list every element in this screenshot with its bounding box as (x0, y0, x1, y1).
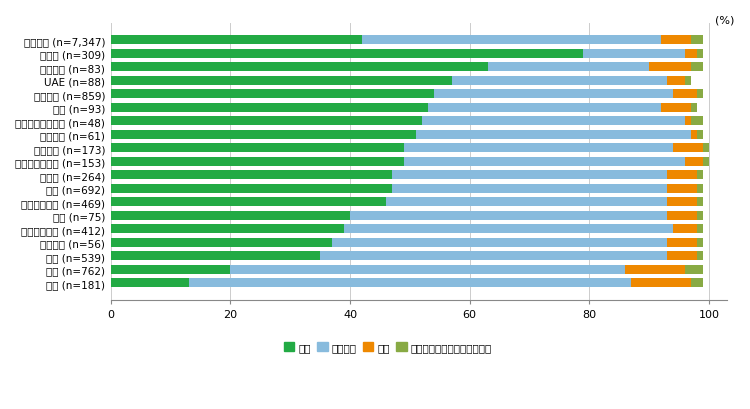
Bar (691, 130, 697, 139)
Bar (392, 184, 667, 193)
Bar (584, 50, 685, 58)
Bar (320, 252, 667, 261)
Bar (111, 211, 350, 220)
Bar (111, 117, 422, 126)
Bar (697, 252, 703, 261)
Bar (111, 130, 416, 139)
Bar (626, 265, 685, 274)
Bar (332, 238, 667, 247)
Bar (697, 130, 703, 139)
Bar (703, 144, 709, 153)
Bar (111, 171, 392, 180)
Bar (111, 63, 488, 72)
Bar (452, 76, 667, 85)
Bar (416, 130, 691, 139)
Bar (697, 90, 703, 99)
Legend: 拡大, 現状維持, 縮小, 第三国（地域）へ移転、撤退: 拡大, 現状維持, 縮小, 第三国（地域）へ移転、撤退 (280, 338, 496, 357)
Bar (111, 144, 404, 153)
Bar (691, 36, 703, 45)
Bar (697, 238, 703, 247)
Bar (691, 103, 697, 112)
Bar (111, 103, 427, 112)
Bar (667, 211, 697, 220)
Bar (697, 171, 703, 180)
Bar (667, 198, 697, 207)
Bar (685, 50, 697, 58)
Bar (667, 252, 697, 261)
Bar (667, 171, 697, 180)
Bar (111, 157, 404, 166)
Bar (685, 76, 691, 85)
Bar (111, 184, 392, 193)
Bar (111, 198, 386, 207)
Bar (673, 90, 697, 99)
Bar (697, 184, 703, 193)
Bar (111, 50, 584, 58)
Bar (111, 36, 362, 45)
Bar (392, 171, 667, 180)
Bar (673, 225, 697, 234)
Bar (488, 63, 650, 72)
Bar (404, 157, 685, 166)
Bar (697, 225, 703, 234)
Bar (661, 103, 691, 112)
Bar (697, 198, 703, 207)
Bar (427, 103, 661, 112)
Bar (386, 198, 667, 207)
Bar (661, 36, 691, 45)
Bar (111, 279, 188, 288)
Bar (697, 50, 703, 58)
Bar (111, 90, 433, 99)
Bar (350, 211, 667, 220)
Bar (685, 157, 703, 166)
Bar (650, 63, 691, 72)
Bar (230, 265, 626, 274)
Bar (188, 279, 632, 288)
Bar (422, 117, 685, 126)
Bar (697, 211, 703, 220)
Bar (362, 36, 661, 45)
Bar (691, 63, 703, 72)
Bar (685, 265, 703, 274)
Bar (667, 238, 697, 247)
Bar (344, 225, 673, 234)
Bar (111, 265, 230, 274)
Bar (111, 225, 344, 234)
Bar (673, 144, 703, 153)
Bar (667, 76, 685, 85)
Bar (404, 144, 673, 153)
Bar (111, 238, 332, 247)
Bar (685, 117, 691, 126)
Bar (111, 252, 320, 261)
Bar (691, 117, 703, 126)
Bar (111, 76, 451, 85)
Bar (667, 184, 697, 193)
Bar (632, 279, 691, 288)
Bar (691, 279, 703, 288)
Text: (%): (%) (715, 16, 734, 25)
Bar (703, 157, 709, 166)
Bar (433, 90, 673, 99)
